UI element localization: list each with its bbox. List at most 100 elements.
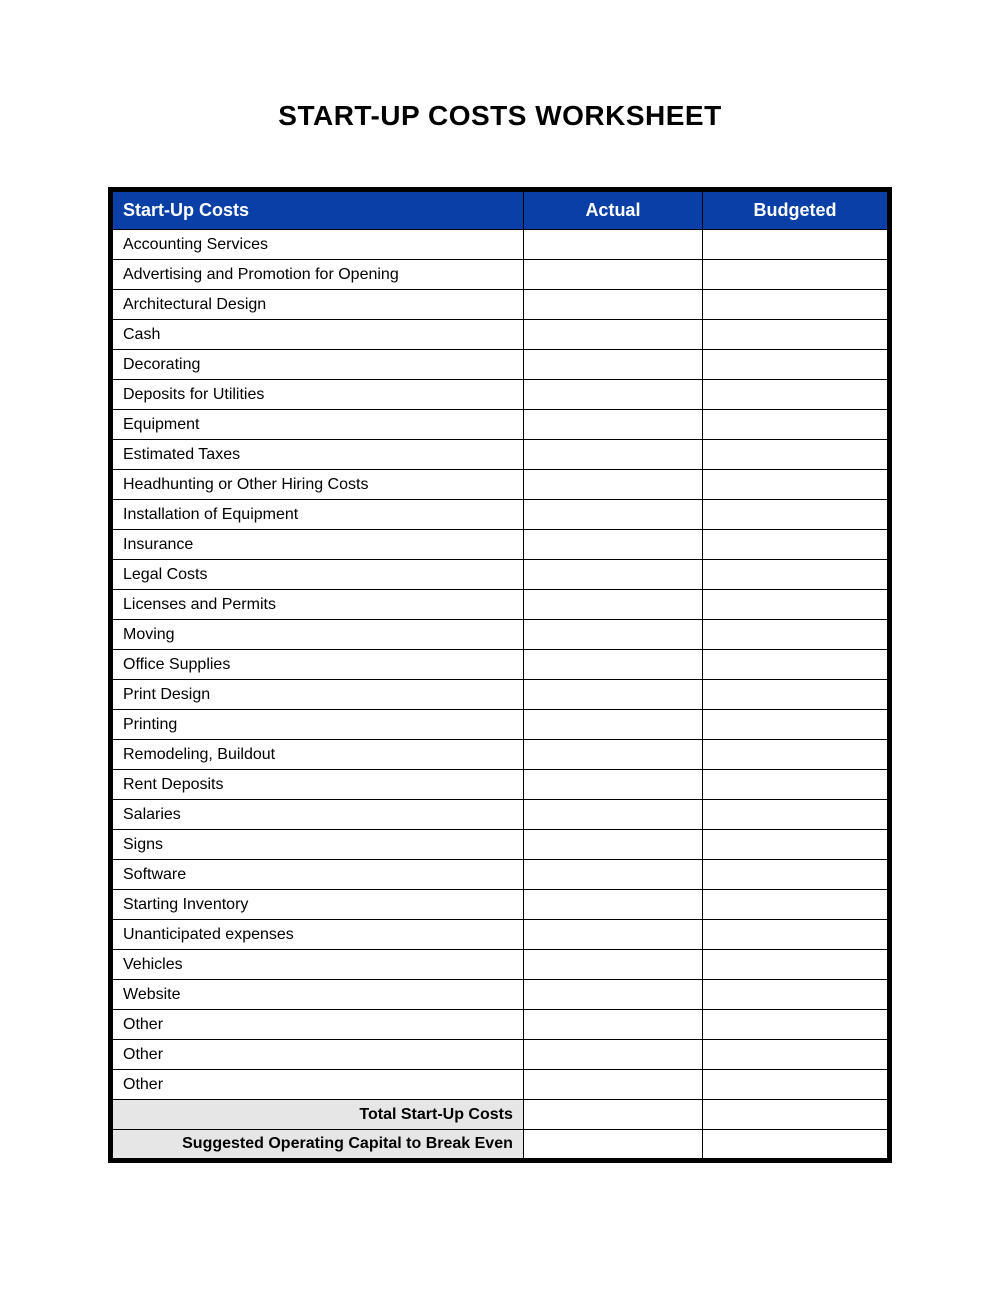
actual-cell[interactable] <box>523 290 702 320</box>
table-row: Other <box>111 1070 890 1100</box>
table-row: Equipment <box>111 410 890 440</box>
actual-cell[interactable] <box>523 680 702 710</box>
actual-cell[interactable] <box>523 800 702 830</box>
budgeted-cell[interactable] <box>703 530 890 560</box>
actual-cell[interactable] <box>523 1070 702 1100</box>
row-label: Office Supplies <box>111 650 524 680</box>
budgeted-cell[interactable] <box>703 890 890 920</box>
row-label: Unanticipated expenses <box>111 920 524 950</box>
actual-cell[interactable] <box>523 830 702 860</box>
budgeted-cell[interactable] <box>703 470 890 500</box>
table-row: Headhunting or Other Hiring Costs <box>111 470 890 500</box>
row-label: Remodeling, Buildout <box>111 740 524 770</box>
budgeted-cell[interactable] <box>703 410 890 440</box>
actual-cell[interactable] <box>523 950 702 980</box>
row-label: Advertising and Promotion for Opening <box>111 260 524 290</box>
budgeted-cell[interactable] <box>703 230 890 260</box>
table-row: Licenses and Permits <box>111 590 890 620</box>
budgeted-cell[interactable] <box>703 500 890 530</box>
table-row: Other <box>111 1040 890 1070</box>
actual-cell[interactable] <box>523 500 702 530</box>
actual-cell[interactable] <box>523 350 702 380</box>
actual-cell[interactable] <box>523 620 702 650</box>
budgeted-cell[interactable] <box>703 350 890 380</box>
row-label: Signs <box>111 830 524 860</box>
row-label: Other <box>111 1040 524 1070</box>
row-label: Decorating <box>111 350 524 380</box>
row-label: Moving <box>111 620 524 650</box>
actual-cell[interactable] <box>523 860 702 890</box>
budgeted-cell[interactable] <box>703 680 890 710</box>
table-row: Rent Deposits <box>111 770 890 800</box>
budgeted-cell[interactable] <box>703 1100 890 1130</box>
row-label: Print Design <box>111 680 524 710</box>
budgeted-cell[interactable] <box>703 590 890 620</box>
budgeted-cell[interactable] <box>703 380 890 410</box>
budgeted-cell[interactable] <box>703 770 890 800</box>
actual-cell[interactable] <box>523 380 702 410</box>
actual-cell[interactable] <box>523 770 702 800</box>
actual-cell[interactable] <box>523 710 702 740</box>
budgeted-cell[interactable] <box>703 800 890 830</box>
budgeted-cell[interactable] <box>703 650 890 680</box>
row-label: Insurance <box>111 530 524 560</box>
table-row: Vehicles <box>111 950 890 980</box>
actual-cell[interactable] <box>523 890 702 920</box>
table-row: Other <box>111 1010 890 1040</box>
budgeted-cell[interactable] <box>703 1070 890 1100</box>
budgeted-cell[interactable] <box>703 860 890 890</box>
row-label: Accounting Services <box>111 230 524 260</box>
summary-row: Suggested Operating Capital to Break Eve… <box>111 1130 890 1161</box>
budgeted-cell[interactable] <box>703 920 890 950</box>
actual-cell[interactable] <box>523 590 702 620</box>
budgeted-cell[interactable] <box>703 740 890 770</box>
actual-cell[interactable] <box>523 1130 702 1161</box>
row-label: Salaries <box>111 800 524 830</box>
table-row: Estimated Taxes <box>111 440 890 470</box>
budgeted-cell[interactable] <box>703 830 890 860</box>
row-label: Total Start-Up Costs <box>111 1100 524 1130</box>
row-label: Printing <box>111 710 524 740</box>
table-row: Unanticipated expenses <box>111 920 890 950</box>
actual-cell[interactable] <box>523 740 702 770</box>
budgeted-cell[interactable] <box>703 980 890 1010</box>
budgeted-cell[interactable] <box>703 560 890 590</box>
budgeted-cell[interactable] <box>703 320 890 350</box>
table-row: Office Supplies <box>111 650 890 680</box>
actual-cell[interactable] <box>523 470 702 500</box>
actual-cell[interactable] <box>523 1100 702 1130</box>
actual-cell[interactable] <box>523 530 702 560</box>
actual-cell[interactable] <box>523 650 702 680</box>
actual-cell[interactable] <box>523 410 702 440</box>
costs-table: Start-Up Costs Actual Budgeted Accountin… <box>108 187 892 1163</box>
table-row: Advertising and Promotion for Opening <box>111 260 890 290</box>
row-label: Rent Deposits <box>111 770 524 800</box>
budgeted-cell[interactable] <box>703 440 890 470</box>
row-label: Legal Costs <box>111 560 524 590</box>
actual-cell[interactable] <box>523 1010 702 1040</box>
summary-row: Total Start-Up Costs <box>111 1100 890 1130</box>
actual-cell[interactable] <box>523 560 702 590</box>
page-title: START-UP COSTS WORKSHEET <box>108 100 892 132</box>
budgeted-cell[interactable] <box>703 290 890 320</box>
row-label: Suggested Operating Capital to Break Eve… <box>111 1130 524 1161</box>
budgeted-cell[interactable] <box>703 620 890 650</box>
row-label: Other <box>111 1010 524 1040</box>
actual-cell[interactable] <box>523 230 702 260</box>
actual-cell[interactable] <box>523 920 702 950</box>
table-row: Print Design <box>111 680 890 710</box>
actual-cell[interactable] <box>523 980 702 1010</box>
budgeted-cell[interactable] <box>703 1130 890 1161</box>
actual-cell[interactable] <box>523 440 702 470</box>
actual-cell[interactable] <box>523 320 702 350</box>
actual-cell[interactable] <box>523 260 702 290</box>
row-label: Architectural Design <box>111 290 524 320</box>
actual-cell[interactable] <box>523 1040 702 1070</box>
budgeted-cell[interactable] <box>703 1010 890 1040</box>
table-row: Cash <box>111 320 890 350</box>
budgeted-cell[interactable] <box>703 950 890 980</box>
budgeted-cell[interactable] <box>703 1040 890 1070</box>
budgeted-cell[interactable] <box>703 710 890 740</box>
budgeted-cell[interactable] <box>703 260 890 290</box>
header-actual: Actual <box>523 190 702 230</box>
